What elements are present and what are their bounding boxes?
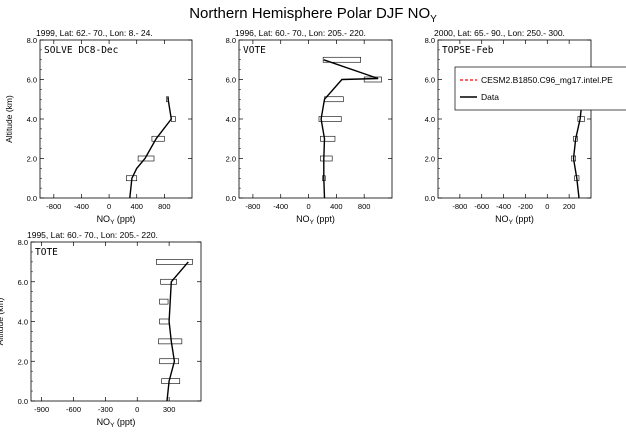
figure-title: Northern Hemisphere Polar DJF NOY — [189, 5, 437, 25]
x-tick-label: 0 — [306, 202, 310, 211]
x-tick-label: 400 — [130, 202, 143, 211]
plot-frame — [39, 39, 193, 199]
legend: CESM2.B1850.C96_mg17.intel.PE Data — [454, 66, 626, 111]
x-tick-label: -400 — [496, 202, 511, 211]
x-tick-label: -400 — [74, 202, 89, 211]
data-line — [129, 97, 173, 199]
data-line — [166, 261, 189, 402]
panel-header: 1999, Lat: 62.- 70., Lon: 8.- 24. — [36, 28, 153, 38]
y-tick-label: 4.0 — [18, 318, 28, 327]
campaign-label: TOPSE-Feb — [442, 45, 494, 56]
legend-box — [454, 66, 626, 111]
panel-header: 2000, Lat: 65.- 90., Lon: 250.- 300. — [434, 28, 565, 38]
y-tick-label: 2.0 — [27, 155, 37, 164]
x-tick-label: -300 — [98, 405, 113, 414]
x-tick-label: 0 — [135, 405, 139, 414]
y-tick-label: 2.0 — [425, 155, 435, 164]
y-tick-label: 6.0 — [425, 76, 435, 85]
y-tick-label: 8.0 — [27, 36, 37, 45]
y-axis-label: Altitude (km) — [0, 297, 5, 345]
legend-data-label: Data — [481, 92, 499, 102]
range-box — [160, 278, 177, 285]
range-box — [318, 116, 342, 122]
x-tick-label: -800 — [46, 202, 61, 211]
x-tick-label: -200 — [518, 202, 533, 211]
panel-4: 1995, Lat: 60.- 70., Lon: 205.- 220. TOTE… — [0, 230, 202, 429]
y-tick-label: 4.0 — [226, 115, 236, 124]
x-tick-label: 0 — [545, 202, 549, 211]
x-axis-label: NOY (ppt) — [296, 214, 335, 226]
plot-frame — [238, 39, 393, 199]
panel-1: 1999, Lat: 62.- 70., Lon: 8.- 24. SOLVE D… — [4, 28, 193, 226]
x-axis-label: NOY (ppt) — [97, 417, 136, 429]
x-tick-label: 800 — [158, 202, 171, 211]
y-tick-label: 4.0 — [27, 115, 37, 124]
x-tick-label: -600 — [66, 405, 81, 414]
panel-header: 1996, Lat: 60.- 70., Lon: 205.- 220. — [235, 28, 366, 38]
y-tick-label: 8.0 — [425, 36, 435, 45]
legend-model-label: CESM2.B1850.C96_mg17.intel.PE — [481, 75, 613, 85]
x-tick-label: -400 — [273, 202, 288, 211]
range-box — [161, 378, 181, 384]
x-tick-label: 300 — [163, 405, 176, 414]
y-tick-label: 0.0 — [18, 397, 28, 406]
y-tick-label: 6.0 — [226, 76, 236, 85]
y-tick-label: 6.0 — [18, 278, 28, 287]
y-tick-label: 2.0 — [18, 357, 28, 366]
x-tick-label: 200 — [563, 202, 576, 211]
y-tick-label: 8.0 — [226, 36, 236, 45]
panel-2: 1996, Lat: 60.- 70., Lon: 205.- 220. VOTE… — [226, 28, 393, 226]
plot-frame — [30, 241, 202, 402]
campaign-label: TOTE — [35, 247, 58, 258]
y-tick-label: 4.0 — [425, 115, 435, 124]
y-axis-label: Altitude (km) — [4, 95, 14, 143]
range-box — [324, 96, 344, 103]
y-tick-label: 0.0 — [27, 194, 37, 203]
range-box — [320, 135, 336, 142]
range-box — [158, 338, 183, 345]
panels-group: 1999, Lat: 62.- 70., Lon: 8.- 24. SOLVE D… — [0, 28, 592, 429]
x-tick-label: -900 — [34, 405, 49, 414]
panel-header: 1995, Lat: 60.- 70., Lon: 205.- 220. — [27, 230, 158, 240]
x-axis-label: NOY (ppt) — [97, 214, 136, 226]
campaign-label: SOLVE DC8-Dec — [44, 45, 118, 56]
x-tick-label: -600 — [474, 202, 489, 211]
x-tick-label: -800 — [452, 202, 467, 211]
range-box — [156, 259, 193, 265]
range-box — [320, 155, 333, 162]
x-tick-label: 0 — [107, 202, 111, 211]
x-tick-label: -800 — [245, 202, 260, 211]
x-axis-label: NOY (ppt) — [495, 214, 534, 226]
range-box — [159, 318, 170, 325]
x-tick-label: 400 — [330, 202, 343, 211]
range-box — [322, 56, 362, 63]
x-tick-label: 800 — [358, 202, 371, 211]
y-tick-label: 0.0 — [226, 194, 236, 203]
range-box — [159, 298, 169, 305]
campaign-label: VOTE — [243, 45, 266, 56]
y-tick-label: 2.0 — [226, 155, 236, 164]
data-line — [320, 59, 379, 199]
panel-3: 2000, Lat: 65.- 90., Lon: 250.- 300. TOPS… — [425, 28, 592, 226]
plot-frame — [437, 39, 592, 199]
y-tick-label: 6.0 — [27, 76, 37, 85]
range-box — [577, 116, 585, 122]
y-tick-label: 8.0 — [18, 238, 28, 247]
y-tick-label: 0.0 — [425, 194, 435, 203]
range-box — [159, 358, 179, 365]
